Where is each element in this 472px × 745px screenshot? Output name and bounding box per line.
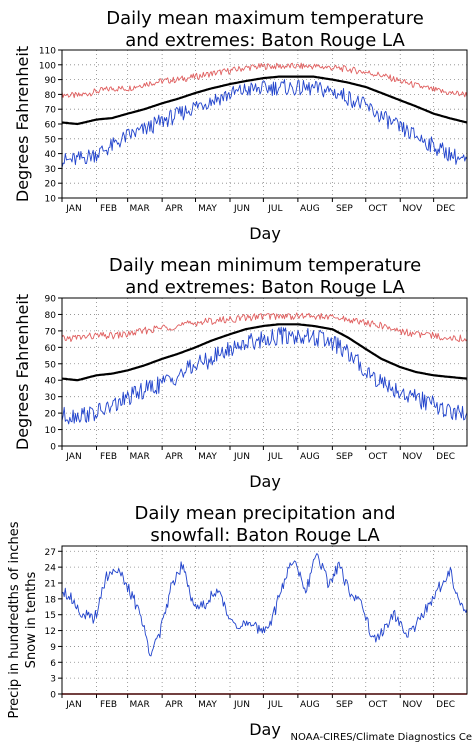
y-tick-label: 80 xyxy=(45,91,57,101)
y-tick-label: 70 xyxy=(45,327,57,337)
y-tick-label: 24 xyxy=(45,564,57,574)
x-tick-label: NOV xyxy=(402,204,423,214)
x-tick-label: NOV xyxy=(402,700,423,710)
y-tick-label: 27 xyxy=(45,548,56,558)
x-tick-label: JUL xyxy=(267,452,282,462)
y-tick-label: 110 xyxy=(39,47,56,57)
x-tick-label: JAN xyxy=(65,204,81,214)
x-tick-label: AUG xyxy=(300,700,320,710)
x-tick-label: MAY xyxy=(198,452,217,462)
y-tick-label: 100 xyxy=(39,61,56,71)
x-tick-label: JUL xyxy=(267,204,282,214)
y-axis-label: Snow in tenths xyxy=(24,571,39,668)
series-extreme_high xyxy=(61,62,468,99)
x-tick-label: OCT xyxy=(368,452,387,462)
y-tick-label: 60 xyxy=(45,121,57,131)
series-extreme_low xyxy=(61,326,468,425)
x-tick-label: AUG xyxy=(300,452,320,462)
x-tick-label: OCT xyxy=(368,204,387,214)
y-tick-label: 30 xyxy=(45,393,57,403)
y-axis-label: Degrees Fahrenheit xyxy=(13,46,32,202)
y-tick-label: 20 xyxy=(45,180,57,190)
x-axis-label: Day xyxy=(249,720,281,739)
x-tick-label: MAR xyxy=(130,700,150,710)
x-tick-label: APR xyxy=(165,700,183,710)
x-tick-label: MAY xyxy=(198,204,217,214)
x-tick-label: DEC xyxy=(436,452,455,462)
x-tick-label: APR xyxy=(165,204,183,214)
x-tick-label: NOV xyxy=(402,452,423,462)
y-tick-label: 9 xyxy=(50,643,56,653)
plot-area xyxy=(62,298,467,446)
series-mean xyxy=(61,75,468,126)
x-axis-label: Day xyxy=(249,472,281,491)
x-tick-label: JUL xyxy=(267,700,282,710)
y-axis-label: Precip in hundredths of inches xyxy=(7,521,22,718)
y-tick-label: 3 xyxy=(50,675,56,685)
x-tick-label: FEB xyxy=(100,204,117,214)
y-tick-label: 40 xyxy=(45,377,57,387)
y-tick-label: 90 xyxy=(45,295,57,305)
chart-title-line: Daily mean minimum temperature xyxy=(109,255,421,276)
series-mean xyxy=(61,323,468,382)
y-tick-label: 21 xyxy=(45,580,56,590)
x-tick-label: JAN xyxy=(65,700,81,710)
chart-title-line: and extremes: Baton Rouge LA xyxy=(125,30,405,51)
x-tick-label: DEC xyxy=(436,204,455,214)
y-tick-label: 60 xyxy=(45,344,57,354)
chart-title-line: snowfall: Baton Rouge LA xyxy=(150,525,380,546)
y-tick-label: 40 xyxy=(45,150,57,160)
plot-frame xyxy=(61,49,468,199)
x-tick-label: MAR xyxy=(130,452,150,462)
y-axis-label: Degrees Fahrenheit xyxy=(13,294,32,450)
y-tick-label: 20 xyxy=(45,410,57,420)
y-tick-label: 90 xyxy=(45,76,57,86)
y-tick-label: 10 xyxy=(45,195,57,205)
x-tick-label: SEP xyxy=(336,204,353,214)
y-tick-label: 10 xyxy=(45,426,57,436)
chart-title-line: and extremes: Baton Rouge LA xyxy=(125,277,405,298)
plot-frame xyxy=(61,545,468,695)
x-tick-label: FEB xyxy=(100,700,117,710)
series-extreme_high xyxy=(61,312,468,343)
chart-title-line: Daily mean precipitation and xyxy=(134,503,395,524)
series-precip xyxy=(61,553,468,657)
x-axis-label: Day xyxy=(249,224,281,243)
y-tick-label: 70 xyxy=(45,106,57,116)
x-tick-label: MAR xyxy=(130,204,150,214)
y-tick-label: 15 xyxy=(45,611,56,621)
x-tick-label: MAY xyxy=(198,700,217,710)
x-tick-label: JUN xyxy=(233,700,250,710)
x-tick-label: JUN xyxy=(233,204,250,214)
x-tick-label: DEC xyxy=(436,700,455,710)
y-tick-label: 0 xyxy=(50,691,56,701)
x-tick-label: SEP xyxy=(336,452,353,462)
plot-frame xyxy=(61,297,468,447)
y-tick-label: 80 xyxy=(45,311,57,321)
x-tick-label: SEP xyxy=(336,700,353,710)
x-tick-label: APR xyxy=(165,452,183,462)
y-tick-label: 6 xyxy=(50,659,56,669)
x-tick-label: AUG xyxy=(300,204,320,214)
series-extreme_low xyxy=(61,79,468,169)
plot-area xyxy=(62,546,467,694)
y-tick-label: 0 xyxy=(50,443,56,453)
y-tick-label: 18 xyxy=(45,595,57,605)
y-tick-label: 50 xyxy=(45,360,57,370)
credit-text: NOAA-CIRES/Climate Diagnostics Ce xyxy=(290,732,472,743)
x-tick-label: JUN xyxy=(233,452,250,462)
chart-title-line: Daily mean maximum temperature xyxy=(106,8,424,29)
x-tick-label: JAN xyxy=(65,452,81,462)
x-tick-label: OCT xyxy=(368,700,387,710)
x-tick-label: FEB xyxy=(100,452,117,462)
y-tick-label: 12 xyxy=(45,627,56,637)
y-tick-label: 50 xyxy=(45,135,57,145)
y-tick-label: 30 xyxy=(45,165,57,175)
